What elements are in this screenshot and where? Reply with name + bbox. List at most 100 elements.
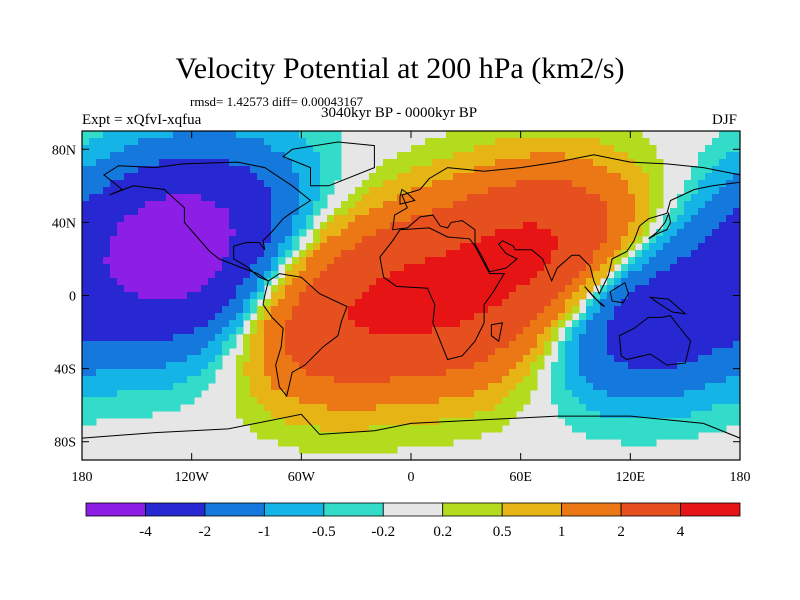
field-cell bbox=[439, 243, 447, 251]
field-cell bbox=[313, 404, 321, 412]
field-cell bbox=[628, 327, 636, 335]
field-cell bbox=[565, 299, 573, 307]
field-cell bbox=[530, 250, 538, 258]
field-cell bbox=[376, 187, 384, 195]
field-cell bbox=[551, 257, 559, 265]
field-cell bbox=[89, 236, 97, 244]
field-cell bbox=[348, 194, 356, 202]
field-cell bbox=[250, 390, 258, 398]
field-cell bbox=[404, 173, 412, 181]
field-cell bbox=[82, 215, 90, 223]
field-cell bbox=[341, 327, 349, 335]
field-cell bbox=[89, 404, 97, 412]
field-cell bbox=[243, 215, 251, 223]
field-cell bbox=[110, 278, 118, 286]
field-cell bbox=[649, 411, 657, 419]
field-cell bbox=[439, 222, 447, 230]
field-cell bbox=[306, 201, 314, 209]
field-cell bbox=[229, 306, 237, 314]
field-cell bbox=[348, 425, 356, 433]
field-cell bbox=[383, 362, 391, 370]
field-cell bbox=[173, 180, 181, 188]
field-cell bbox=[663, 236, 671, 244]
field-cell bbox=[516, 131, 524, 139]
field-cell bbox=[180, 250, 188, 258]
field-cell bbox=[551, 362, 559, 370]
field-cell bbox=[145, 348, 153, 356]
field-cell bbox=[208, 236, 216, 244]
field-cell bbox=[376, 299, 384, 307]
field-cell bbox=[236, 306, 244, 314]
field-cell bbox=[348, 327, 356, 335]
field-cell bbox=[250, 271, 258, 279]
field-cell bbox=[474, 257, 482, 265]
field-cell bbox=[516, 173, 524, 181]
field-cell bbox=[138, 173, 146, 181]
field-cell bbox=[166, 341, 174, 349]
field-cell bbox=[572, 222, 580, 230]
field-cell bbox=[719, 383, 727, 391]
field-cell bbox=[712, 264, 720, 272]
field-cell bbox=[572, 285, 580, 293]
field-cell bbox=[397, 243, 405, 251]
field-cell bbox=[509, 243, 517, 251]
field-cell bbox=[565, 229, 573, 237]
field-cell bbox=[579, 271, 587, 279]
field-cell bbox=[635, 271, 643, 279]
field-cell bbox=[236, 383, 244, 391]
field-cell bbox=[334, 292, 342, 300]
field-cell bbox=[194, 215, 202, 223]
field-cell bbox=[110, 383, 118, 391]
field-cell bbox=[376, 271, 384, 279]
field-cell bbox=[432, 411, 440, 419]
field-cell bbox=[292, 208, 300, 216]
field-cell bbox=[278, 397, 286, 405]
field-cell bbox=[173, 201, 181, 209]
field-cell bbox=[593, 292, 601, 300]
field-cell bbox=[166, 397, 174, 405]
field-cell bbox=[537, 250, 545, 258]
field-cell bbox=[173, 138, 181, 146]
field-cell bbox=[411, 201, 419, 209]
field-cell bbox=[621, 271, 629, 279]
field-cell bbox=[495, 187, 503, 195]
field-cell bbox=[516, 369, 524, 377]
field-cell bbox=[390, 320, 398, 328]
colorbar-box bbox=[501, 502, 563, 517]
field-cell bbox=[726, 306, 734, 314]
field-cell bbox=[572, 243, 580, 251]
field-cell bbox=[327, 355, 335, 363]
field-cell bbox=[649, 208, 657, 216]
field-cell bbox=[621, 243, 629, 251]
field-cell bbox=[474, 313, 482, 321]
field-cell bbox=[642, 425, 650, 433]
field-cell bbox=[607, 201, 615, 209]
field-cell bbox=[243, 404, 251, 412]
field-cell bbox=[229, 320, 237, 328]
field-cell bbox=[453, 271, 461, 279]
field-cell bbox=[110, 222, 118, 230]
field-cell bbox=[355, 194, 363, 202]
field-cell bbox=[180, 145, 188, 153]
field-cell bbox=[334, 313, 342, 321]
field-cell bbox=[187, 306, 195, 314]
field-cell bbox=[131, 369, 139, 377]
field-cell bbox=[411, 166, 419, 174]
field-cell bbox=[481, 341, 489, 349]
field-cell bbox=[495, 327, 503, 335]
field-cell bbox=[719, 159, 727, 167]
field-cell bbox=[299, 355, 307, 363]
field-cell bbox=[628, 285, 636, 293]
field-cell bbox=[194, 313, 202, 321]
field-cell bbox=[705, 278, 713, 286]
field-cell bbox=[89, 369, 97, 377]
field-cell bbox=[439, 369, 447, 377]
field-cell bbox=[509, 229, 517, 237]
field-cell bbox=[404, 432, 412, 440]
field-cell bbox=[138, 341, 146, 349]
field-cell bbox=[271, 215, 279, 223]
field-cell bbox=[411, 376, 419, 384]
field-cell bbox=[96, 369, 104, 377]
field-cell bbox=[369, 180, 377, 188]
field-cell bbox=[509, 145, 517, 153]
